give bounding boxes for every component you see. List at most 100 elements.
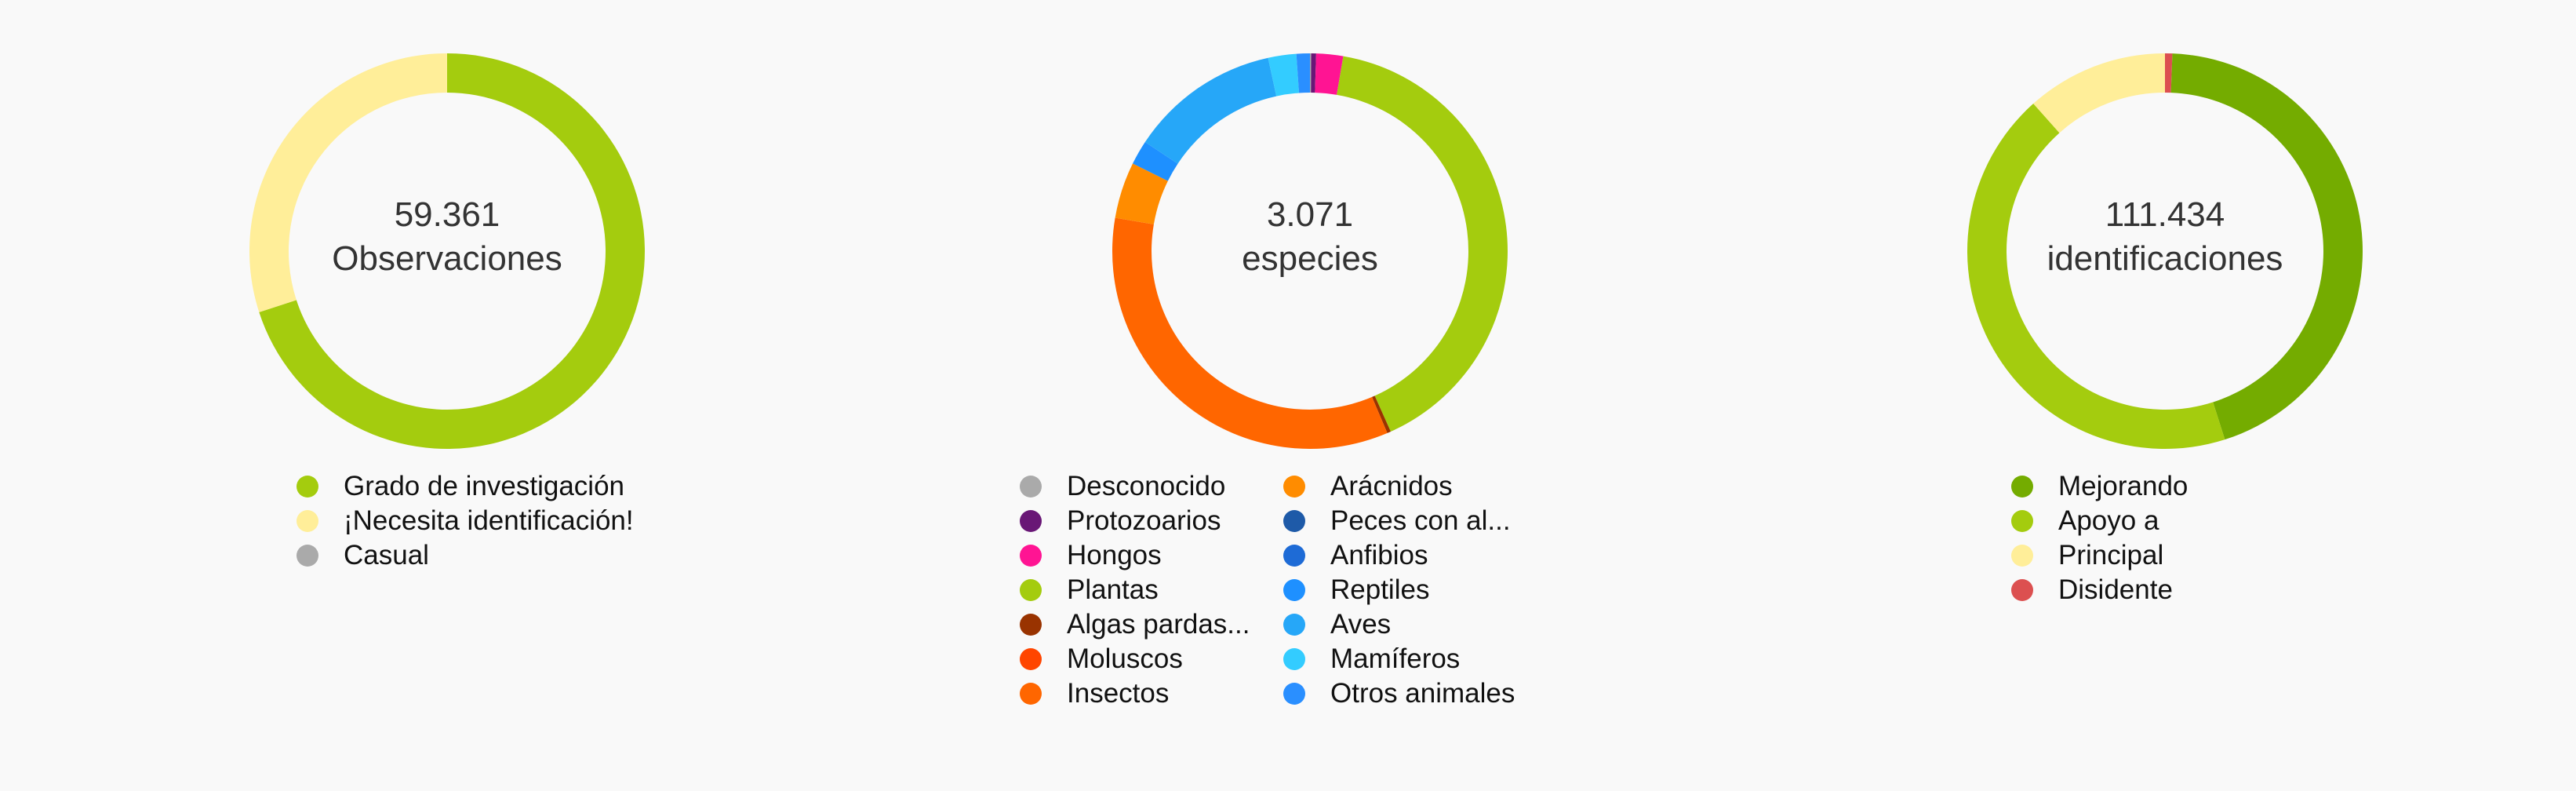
observations-label: Observaciones [332, 239, 562, 278]
observations-donut: 59.361 Observaciones [235, 39, 659, 463]
legend-dot-icon [297, 545, 318, 567]
legend-dot-icon [1020, 476, 1042, 498]
legend-dot-icon [1283, 476, 1305, 498]
legend-label: Arácnidos [1330, 471, 1453, 501]
legend-label: Anfibios [1330, 540, 1428, 570]
legend-dot-icon [1020, 648, 1042, 670]
legend-item-casual[interactable]: Casual [297, 538, 634, 573]
legend-item-mamiferos[interactable]: Mamíferos [1283, 642, 1515, 676]
observations-count: 59.361 [394, 195, 500, 234]
identifications-label: identificaciones [2047, 239, 2283, 278]
identifications-donut: 111.434 identificaciones [1953, 39, 2377, 463]
slice-necesita-identificacion[interactable] [249, 53, 447, 312]
species-donut: 3.071 especies [1098, 39, 1522, 463]
legend-item-grado-de-investigacion[interactable]: Grado de investigación [297, 469, 634, 504]
legend-dot-icon [1020, 545, 1042, 567]
legend-item-disidente[interactable]: Disidente [2011, 573, 2188, 607]
legend-item-principal[interactable]: Principal [2011, 538, 2188, 573]
slice-insectos[interactable] [1112, 217, 1388, 450]
species-count: 3.071 [1266, 195, 1354, 234]
legend-item-peces-con-al[interactable]: Peces con al... [1283, 504, 1515, 538]
legend-column: Mejorando Apoyo a Principal Disidente [2011, 469, 2188, 607]
legend-item-aves[interactable]: Aves [1283, 607, 1515, 642]
legend-label: Principal [2058, 540, 2164, 570]
legend-column: Arácnidos Peces con al... Anfibios Reptiles… [1283, 469, 1515, 711]
legend-label: Protozoarios [1067, 505, 1221, 536]
legend-item-apoyo-a[interactable]: Apoyo a [2011, 504, 2188, 538]
legend-label: Desconocido [1067, 471, 1226, 501]
legend-label: Reptiles [1330, 574, 1430, 605]
slice-mejorando[interactable] [2170, 53, 2363, 440]
identifications-center-label: 111.434 identificaciones [1953, 193, 2377, 281]
legend-label: Algas pardas... [1067, 609, 1250, 640]
legend-dot-icon [1283, 579, 1305, 601]
legend-item-desconocido[interactable]: Desconocido [1020, 469, 1250, 504]
legend-dot-icon [1020, 510, 1042, 532]
legend-item-insectos[interactable]: Insectos [1020, 676, 1250, 711]
legend-item-algas-pardas[interactable]: Algas pardas... [1020, 607, 1250, 642]
legend-item-reptiles[interactable]: Reptiles [1283, 573, 1515, 607]
slice-apoyo-a[interactable] [1967, 104, 2225, 450]
legend-column: Grado de investigación ¡Necesita identifi… [297, 469, 634, 573]
slice-otros-animales[interactable] [1296, 53, 1310, 93]
legend-dot-icon [1283, 683, 1305, 705]
identifications-count: 111.434 [2105, 195, 2225, 234]
legend-label: Mamíferos [1330, 643, 1461, 674]
observations-center-label: 59.361 Observaciones [235, 193, 659, 281]
legend-label: Peces con al... [1330, 505, 1511, 536]
legend-item-hongos[interactable]: Hongos [1020, 538, 1250, 573]
legend-dot-icon [2011, 545, 2033, 567]
legend-item-mejorando[interactable]: Mejorando [2011, 469, 2188, 504]
identifications-panel: 111.434 identificaciones Mejorando Apoyo … [1953, 0, 2377, 791]
legend-dot-icon [1283, 510, 1305, 532]
legend-label: Insectos [1067, 678, 1170, 709]
legend-dot-icon [2011, 579, 2033, 601]
slice-reptiles[interactable] [1133, 141, 1178, 181]
slice-principal[interactable] [2033, 53, 2165, 133]
observations-panel: 59.361 Observaciones Grado de investigac… [235, 0, 659, 791]
legend-label: Otros animales [1330, 678, 1515, 709]
species-center-label: 3.071 especies [1098, 193, 1522, 281]
species-donut-svg [1112, 53, 1508, 450]
legend-item-necesita-identificacion[interactable]: ¡Necesita identificación! [297, 504, 634, 538]
legend-dot-icon [1020, 614, 1042, 636]
legend-dot-icon [1283, 648, 1305, 670]
legend-label: Disidente [2058, 574, 2173, 605]
legend-item-otros-animales[interactable]: Otros animales [1283, 676, 1515, 711]
legend-label: Grado de investigación [344, 471, 624, 501]
legend-dot-icon [1283, 545, 1305, 567]
identifications-donut-svg [1967, 53, 2363, 450]
slice-mamiferos[interactable] [1268, 53, 1300, 97]
slice-algas-pardas[interactable] [1372, 396, 1391, 433]
legend-item-plantas[interactable]: Plantas [1020, 573, 1250, 607]
species-label: especies [1242, 239, 1378, 278]
legend-dot-icon [2011, 476, 2033, 498]
slice-plantas[interactable] [1337, 56, 1508, 432]
legend-item-moluscos[interactable]: Moluscos [1020, 642, 1250, 676]
legend-label: Casual [344, 540, 429, 570]
slice-disidente[interactable] [2165, 53, 2173, 93]
legend-item-aracnidos[interactable]: Arácnidos [1283, 469, 1515, 504]
legend-label: Plantas [1067, 574, 1159, 605]
legend-label: Aves [1330, 609, 1392, 640]
legend-label: Moluscos [1067, 643, 1183, 674]
observations-donut-svg [249, 53, 645, 449]
slice-desconocido[interactable] [1310, 53, 1312, 93]
legend-label: Hongos [1067, 540, 1162, 570]
slice-hongos[interactable] [1315, 53, 1344, 95]
legend-label: Apoyo a [2058, 505, 2159, 536]
legend-dot-icon [2011, 510, 2033, 532]
legend-item-anfibios[interactable]: Anfibios [1283, 538, 1515, 573]
legend-column: Desconocido Protozoarios Hongos Plantas Alga… [1020, 469, 1250, 711]
legend-item-protozoarios[interactable]: Protozoarios [1020, 504, 1250, 538]
species-panel: 3.071 especies Desconocido Protozoarios Ho… [1020, 0, 1804, 791]
legend-dot-icon [1283, 614, 1305, 636]
slice-aracnidos[interactable] [1115, 163, 1168, 224]
slice-protozoarios[interactable] [1311, 53, 1316, 93]
legend-label: ¡Necesita identificación! [344, 505, 634, 536]
legend-dot-icon [1020, 683, 1042, 705]
legend-dot-icon [297, 510, 318, 532]
legend-label: Mejorando [2058, 471, 2189, 501]
slice-aves[interactable] [1144, 57, 1277, 164]
legend-dot-icon [1020, 579, 1042, 601]
